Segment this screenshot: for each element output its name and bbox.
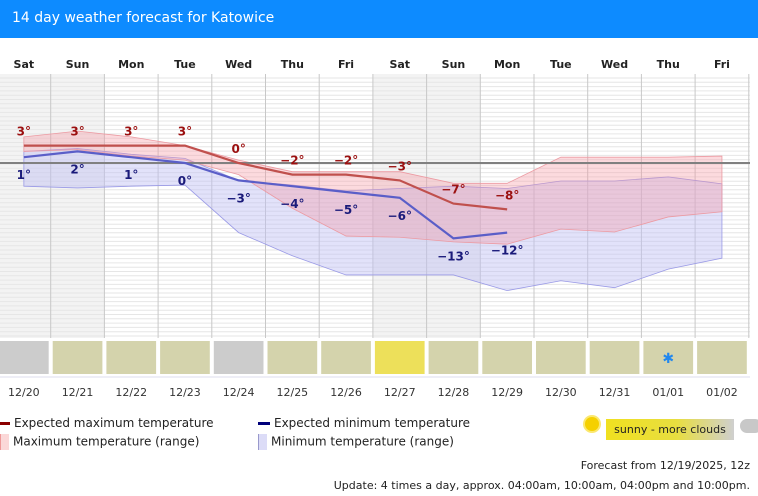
min-temp-label: −13° xyxy=(437,249,470,263)
min-temp-label: 1° xyxy=(17,168,31,182)
max-temp-label: −3° xyxy=(388,159,412,173)
day-label: Sat xyxy=(14,58,35,71)
weather-icon-cloudy xyxy=(213,341,264,374)
weekend-shade xyxy=(372,74,427,338)
weather-icon-snow xyxy=(643,341,694,374)
date-label: 12/31 xyxy=(599,386,631,399)
legend-min-range: Minimum temperature (range) xyxy=(258,434,454,450)
legend-max-line: Expected maximum temperature xyxy=(0,416,214,430)
date-label: 12/30 xyxy=(545,386,577,399)
day-label: Tue xyxy=(174,58,196,71)
min-range-swatch xyxy=(258,434,267,450)
date-label: 12/28 xyxy=(438,386,470,399)
day-label: Sat xyxy=(389,58,410,71)
date-label: 12/20 xyxy=(8,386,40,399)
day-label: Mon xyxy=(118,58,144,71)
weather-icon-cloudy xyxy=(0,341,49,374)
legend-label: Expected minimum temperature xyxy=(274,416,470,430)
legend-max-range: Maximum temperature (range) xyxy=(0,434,199,450)
date-label: 12/24 xyxy=(223,386,255,399)
header-bar: 14 day weather forecast for Katowice xyxy=(0,0,758,38)
min-temp-label: −5° xyxy=(334,203,358,217)
legend-label: Expected maximum temperature xyxy=(14,416,214,430)
date-label: 01/01 xyxy=(652,386,684,399)
weather-icon-partly xyxy=(697,341,747,374)
legend-label: Minimum temperature (range) xyxy=(271,434,454,449)
weather-icon-partly xyxy=(160,341,210,374)
weather-legend-badge: sunny - more clouds xyxy=(606,419,734,440)
day-label: Sun xyxy=(442,58,466,71)
min-temp-label: 2° xyxy=(70,162,84,176)
min-temp-label: −4° xyxy=(280,197,304,211)
weather-icon-partly xyxy=(52,341,103,374)
legend-label: Maximum temperature (range) xyxy=(13,434,200,449)
min-temp-label: −3° xyxy=(226,191,250,205)
weather-icon-partly xyxy=(482,341,532,374)
max-temp-label: −8° xyxy=(495,188,519,202)
weather-icon-partly xyxy=(536,341,586,374)
min-temp-label: −12° xyxy=(491,244,524,258)
snowflake-icon: ✱ xyxy=(662,351,674,367)
date-label: 12/27 xyxy=(384,386,416,399)
page-title: 14 day weather forecast for Katowice xyxy=(12,10,275,26)
weather-icon-partly xyxy=(428,341,479,374)
max-temp-label: −2° xyxy=(334,154,358,168)
min-temp-label: 1° xyxy=(124,168,138,182)
max-range-swatch xyxy=(0,434,9,450)
weather-icon-partly xyxy=(321,341,371,374)
max-temp-line xyxy=(23,144,508,211)
sun-icon xyxy=(585,417,599,431)
cloud-icon xyxy=(740,419,758,433)
update-info: Update: 4 times a day, approx. 04:00am, … xyxy=(333,479,750,492)
day-label: Tue xyxy=(550,58,572,71)
day-label: Fri xyxy=(338,58,354,71)
weather-icon-partly xyxy=(267,341,318,374)
weather-icon-partly xyxy=(589,341,640,374)
day-label: Wed xyxy=(225,58,252,71)
date-label: 12/25 xyxy=(276,386,308,399)
max-temp-label: 0° xyxy=(231,142,245,156)
max-temp-label: 3° xyxy=(17,125,31,139)
date-label: 12/23 xyxy=(169,386,201,399)
max-temp-label: −7° xyxy=(441,183,465,197)
weekend-shade xyxy=(50,74,105,338)
max-temp-label: 3° xyxy=(178,125,192,139)
legend-min-line: Expected minimum temperature xyxy=(258,416,470,430)
min-temp-label: 0° xyxy=(178,174,192,188)
day-label: Thu xyxy=(281,58,304,71)
max-temp-label: 3° xyxy=(124,125,138,139)
weather-icon-partly xyxy=(106,341,157,374)
date-label: 12/29 xyxy=(491,386,523,399)
weekend-shade xyxy=(0,74,51,338)
date-label: 12/26 xyxy=(330,386,362,399)
day-label: Wed xyxy=(601,58,628,71)
day-label: Sun xyxy=(66,58,90,71)
min-temp-line xyxy=(23,150,508,240)
max-range-band xyxy=(23,130,723,245)
max-temp-label: −2° xyxy=(280,154,304,168)
day-label: Fri xyxy=(714,58,730,71)
date-label: 12/22 xyxy=(115,386,147,399)
min-temp-label: −6° xyxy=(388,209,412,223)
date-label: 01/02 xyxy=(706,386,738,399)
weather-icon-sunny xyxy=(374,341,425,374)
forecast-time: Forecast from 12/19/2025, 12z xyxy=(580,459,750,472)
forecast-chart: Sat Sun Mon Tue Wed Thu Fri Sat Sun Mon Tue Wed Thu F… xyxy=(0,58,750,399)
date-label: 12/21 xyxy=(62,386,94,399)
day-label: Mon xyxy=(494,58,520,71)
min-line-swatch xyxy=(258,422,270,425)
max-line-swatch xyxy=(0,422,10,425)
max-temp-label: 3° xyxy=(70,125,84,139)
day-label: Thu xyxy=(657,58,680,71)
